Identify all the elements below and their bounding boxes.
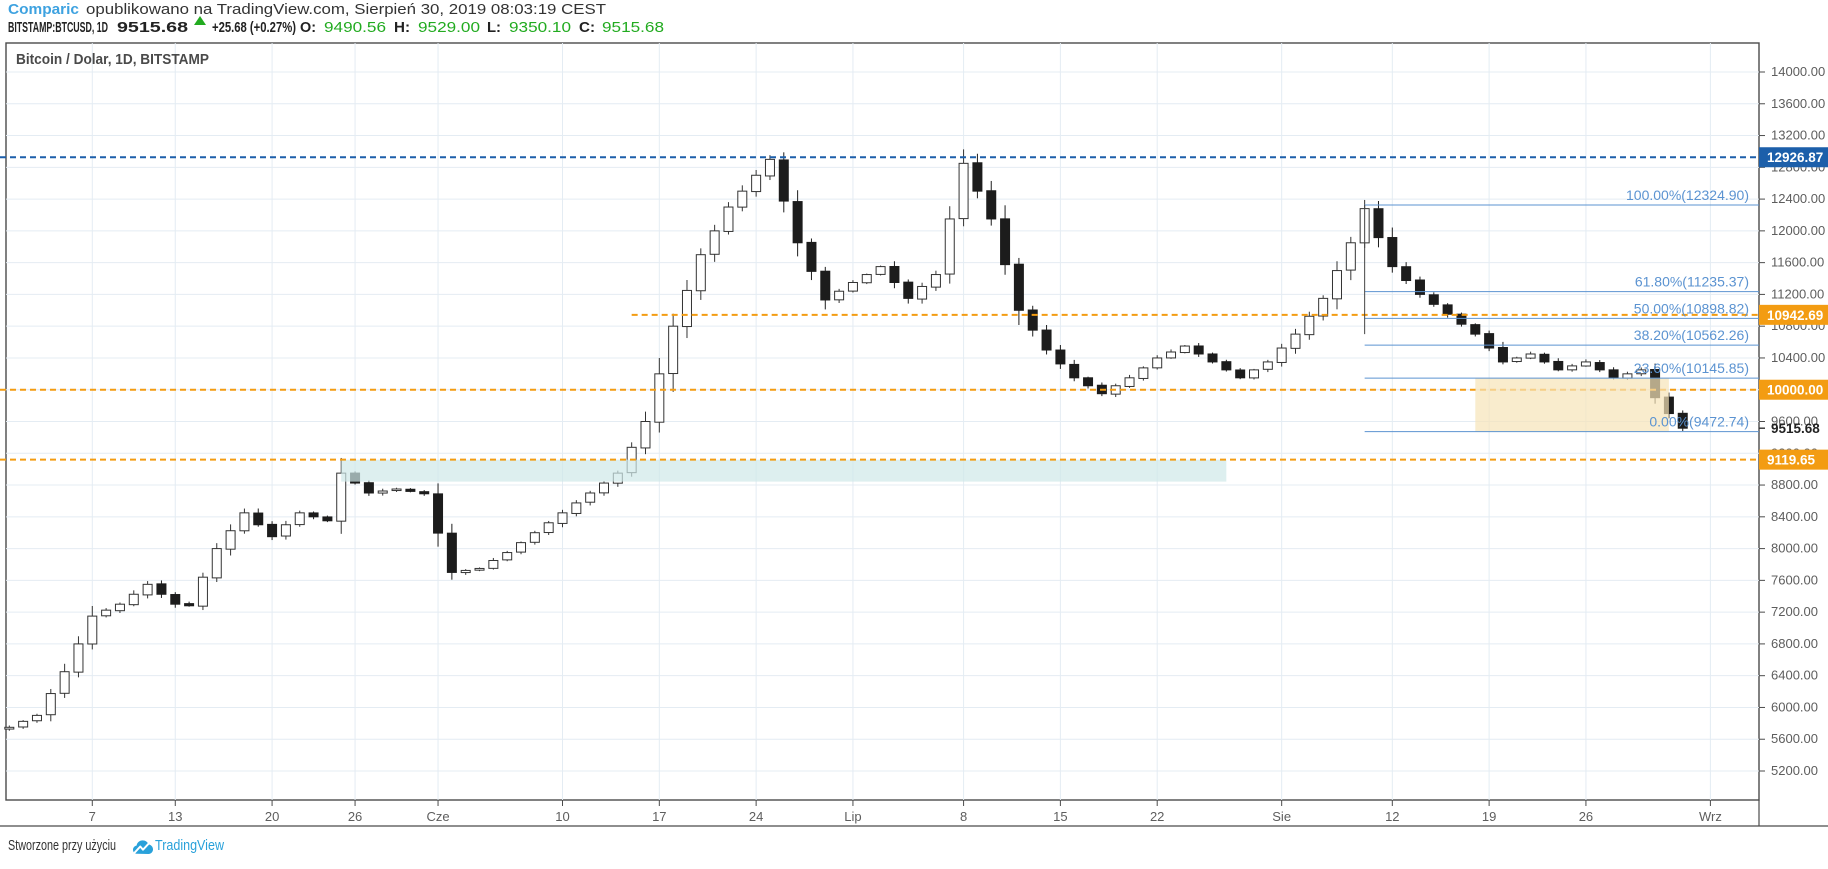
svg-text:61.80%(11235.37): 61.80%(11235.37) [1635, 274, 1749, 290]
svg-text:24: 24 [749, 809, 763, 824]
svg-text:11200.00: 11200.00 [1771, 286, 1824, 301]
svg-text:Stworzone przy użyciu: Stworzone przy użyciu [8, 838, 116, 854]
svg-text:0.00%(9472.74): 0.00%(9472.74) [1649, 414, 1749, 430]
svg-text:12000.00: 12000.00 [1771, 223, 1825, 238]
svg-text:12926.87: 12926.87 [1767, 150, 1823, 165]
svg-text:+25.68 (+0.27%): +25.68 (+0.27%) [212, 20, 296, 36]
svg-text:9515.68: 9515.68 [1771, 421, 1820, 436]
svg-text:9350.10: 9350.10 [509, 20, 571, 36]
svg-text:13: 13 [168, 809, 182, 824]
svg-text:H:: H: [394, 20, 410, 36]
svg-text:Comparic: Comparic [8, 2, 79, 18]
svg-text:17: 17 [652, 809, 666, 824]
svg-text:BITSTAMP:BTCUSD, 1D: BITSTAMP:BTCUSD, 1D [8, 20, 108, 36]
svg-text:TradingView: TradingView [155, 838, 224, 854]
svg-text:8000.00: 8000.00 [1771, 541, 1818, 556]
svg-text:8400.00: 8400.00 [1771, 509, 1818, 524]
svg-text:13200.00: 13200.00 [1771, 128, 1825, 143]
svg-text:Sie: Sie [1272, 809, 1291, 824]
svg-text:Wrz: Wrz [1699, 809, 1722, 824]
svg-text:8: 8 [960, 809, 967, 824]
svg-text:Cze: Cze [426, 809, 449, 824]
svg-text:C:: C: [579, 20, 595, 36]
svg-text:O:: O: [300, 20, 316, 36]
svg-text:8800.00: 8800.00 [1771, 477, 1818, 492]
svg-text:opublikowano na TradingView.co: opublikowano na TradingView.com, Sierpie… [86, 2, 606, 18]
svg-text:100.00%(12324.90): 100.00%(12324.90) [1626, 187, 1749, 203]
svg-text:9490.56: 9490.56 [324, 20, 386, 36]
svg-text:15: 15 [1053, 809, 1067, 824]
svg-text:9529.00: 9529.00 [418, 20, 480, 36]
svg-text:23.60%(10145.85): 23.60%(10145.85) [1634, 360, 1749, 376]
svg-text:10400.00: 10400.00 [1771, 350, 1825, 365]
svg-text:Bitcoin / Dolar, 1D, BITSTAMP: Bitcoin / Dolar, 1D, BITSTAMP [16, 51, 209, 68]
svg-text:26: 26 [348, 809, 362, 824]
svg-text:5600.00: 5600.00 [1771, 731, 1818, 746]
svg-text:50.00%(10898.82): 50.00%(10898.82) [1634, 300, 1749, 316]
svg-text:12400.00: 12400.00 [1771, 191, 1825, 206]
svg-text:9119.65: 9119.65 [1767, 453, 1816, 468]
svg-text:6800.00: 6800.00 [1771, 636, 1818, 651]
svg-text:22: 22 [1150, 809, 1164, 824]
svg-text:11600.00: 11600.00 [1771, 255, 1824, 270]
svg-text:19: 19 [1482, 809, 1496, 824]
svg-text:6400.00: 6400.00 [1771, 668, 1818, 683]
svg-text:L:: L: [487, 20, 501, 36]
svg-text:10: 10 [555, 809, 569, 824]
svg-text:20: 20 [265, 809, 279, 824]
svg-text:9515.68: 9515.68 [117, 20, 188, 36]
svg-text:6000.00: 6000.00 [1771, 699, 1818, 714]
svg-text:26: 26 [1579, 809, 1593, 824]
svg-text:5200.00: 5200.00 [1771, 763, 1818, 778]
svg-text:10942.69: 10942.69 [1767, 308, 1823, 323]
svg-text:7600.00: 7600.00 [1771, 572, 1818, 587]
svg-text:12: 12 [1385, 809, 1399, 824]
svg-text:9515.68: 9515.68 [602, 20, 664, 36]
svg-text:13600.00: 13600.00 [1771, 96, 1825, 111]
svg-text:14000.00: 14000.00 [1771, 64, 1825, 79]
svg-text:7: 7 [89, 809, 96, 824]
svg-text:38.20%(10562.26): 38.20%(10562.26) [1634, 327, 1749, 343]
svg-text:10000.00: 10000.00 [1767, 383, 1823, 398]
svg-text:Lip: Lip [844, 809, 861, 824]
svg-text:7200.00: 7200.00 [1771, 604, 1818, 619]
